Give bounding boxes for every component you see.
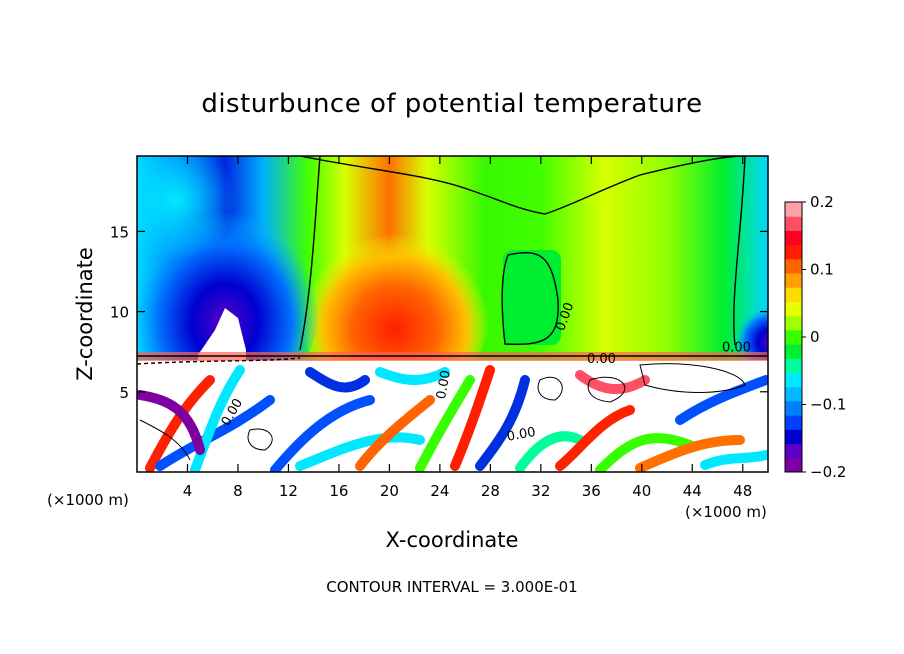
x-tick-label: 8 <box>233 482 243 500</box>
colorbar-segment <box>785 230 802 246</box>
x-tick-label: 12 <box>279 482 298 500</box>
colorbar-segment <box>785 287 802 302</box>
colorbar-segment <box>785 216 802 231</box>
contour-label: 0.00 <box>506 425 537 445</box>
y-ticks: 5 10 15 <box>110 223 768 402</box>
plot-frame <box>136 155 769 473</box>
y-axis-title: Z-coordinate <box>73 247 97 381</box>
colorbar-ticks: 0.2 0.1 0 −0.1 −0.2 <box>802 193 846 481</box>
colorbar-segment <box>785 386 802 402</box>
colorbar-segment <box>785 258 802 274</box>
y-tick-label: 10 <box>110 304 129 322</box>
colorbar-tick-label: −0.2 <box>810 463 846 481</box>
contour-lines <box>137 156 768 461</box>
y-tick-label: 15 <box>110 223 129 241</box>
colorbar-tick-label: 0.2 <box>810 193 834 211</box>
colorbar-segment <box>785 273 802 288</box>
colorbar-segment <box>785 344 802 359</box>
contour-label: 0.00 <box>587 352 616 367</box>
colorbar <box>785 202 802 473</box>
x-tick-label: 28 <box>481 482 500 500</box>
x-unit-right: (×1000 m) <box>685 503 767 521</box>
contour-interval-note: CONTOUR INTERVAL = 3.000E-01 <box>326 578 577 596</box>
colorbar-segment <box>785 358 802 374</box>
colorbar-segment <box>785 372 802 388</box>
contour-label: 0.00 <box>722 341 751 356</box>
white-spike <box>198 308 246 360</box>
contour-label: 0.00 <box>434 369 454 400</box>
x-tick-label: 40 <box>632 482 651 500</box>
x-unit-left: (×1000 m) <box>47 491 129 509</box>
x-tick-label: 48 <box>733 482 752 500</box>
colorbar-tick-label: 0 <box>810 328 820 346</box>
colorbar-segment <box>785 202 802 217</box>
contour-labels: 0.000.000.000.000.000.00 <box>219 301 751 445</box>
turbulent-streaks <box>137 365 768 472</box>
cyan-top-left <box>137 156 235 260</box>
colorbar-segment <box>785 457 802 473</box>
chart-title: disturbunce of potential temperature <box>201 89 702 119</box>
x-tick-label: 24 <box>430 482 449 500</box>
colorbar-segment <box>785 443 802 459</box>
colorbar-segment <box>785 329 802 345</box>
plot-area <box>137 156 768 472</box>
x-tick-label: 36 <box>582 482 601 500</box>
x-ticks: 4 8 12 16 20 24 28 32 36 40 44 48 <box>183 156 752 500</box>
x-axis-title: X-coordinate <box>386 528 519 552</box>
colorbar-segment <box>785 415 802 430</box>
colorbar-tick-label: −0.1 <box>810 396 846 414</box>
colorbar-segment <box>785 301 802 317</box>
colorbar-segment <box>785 429 802 445</box>
x-tick-label: 20 <box>380 482 399 500</box>
green-plateau <box>503 250 561 345</box>
x-tick-label: 16 <box>329 482 348 500</box>
x-tick-label: 32 <box>531 482 550 500</box>
x-tick-label: 4 <box>183 482 193 500</box>
x-tick-label: 44 <box>683 482 702 500</box>
colorbar-segment <box>785 400 802 416</box>
colorbar-tick-label: 0.1 <box>810 261 834 279</box>
colorbar-segment <box>785 244 802 260</box>
y-tick-label: 5 <box>119 384 129 402</box>
colorbar-segment <box>785 315 802 331</box>
